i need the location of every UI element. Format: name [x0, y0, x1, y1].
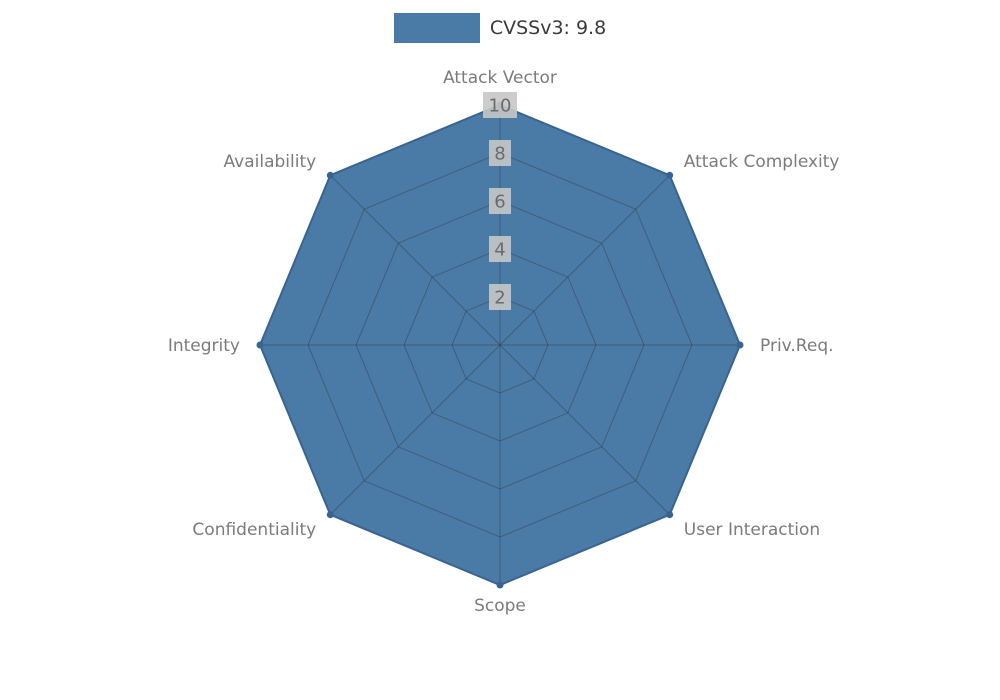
tick-label: 4: [494, 240, 505, 261]
tick-label: 6: [494, 192, 505, 213]
grid-spoke: [329, 174, 501, 346]
tick-label-bg: [483, 92, 517, 118]
axis-label: User Interaction: [684, 520, 820, 540]
axis-label: Confidentiality: [192, 520, 316, 540]
axis-label: Scope: [474, 596, 526, 616]
series-point: [256, 341, 264, 349]
grid-ring: [307, 152, 693, 538]
series-point: [666, 511, 674, 519]
series-point: [736, 341, 744, 349]
axis-label: Attack Vector: [443, 68, 557, 88]
tick-label: 10: [489, 96, 512, 117]
tick-label: 8: [494, 144, 505, 165]
series-point: [666, 171, 674, 179]
tick-label-bg: [489, 188, 511, 214]
tick-label: 2: [494, 288, 505, 309]
tick-label-bg: [489, 284, 511, 310]
grid-spoke: [499, 344, 671, 516]
grid-spoke: [329, 344, 501, 516]
grid-spoke: [499, 174, 671, 346]
series-area: [260, 105, 740, 585]
tick-label-bg: [489, 140, 511, 166]
series-point: [326, 171, 334, 179]
axis-label: Priv.Req.: [760, 336, 834, 356]
axis-label: Integrity: [168, 336, 240, 356]
grid-ring: [355, 200, 645, 490]
series-point: [326, 511, 334, 519]
grid-ring: [403, 248, 597, 442]
legend-swatch: [393, 13, 480, 43]
series-point: [496, 581, 504, 589]
tick-label-bg: [489, 236, 511, 262]
legend-label: CVSSv3: 9.8: [489, 17, 607, 39]
axis-label: Availability: [224, 152, 317, 172]
chart-legend[interactable]: CVSSv3: 9.8: [0, 13, 1000, 43]
axis-label: Attack Complexity: [684, 152, 840, 172]
grid-ring: [451, 296, 549, 394]
